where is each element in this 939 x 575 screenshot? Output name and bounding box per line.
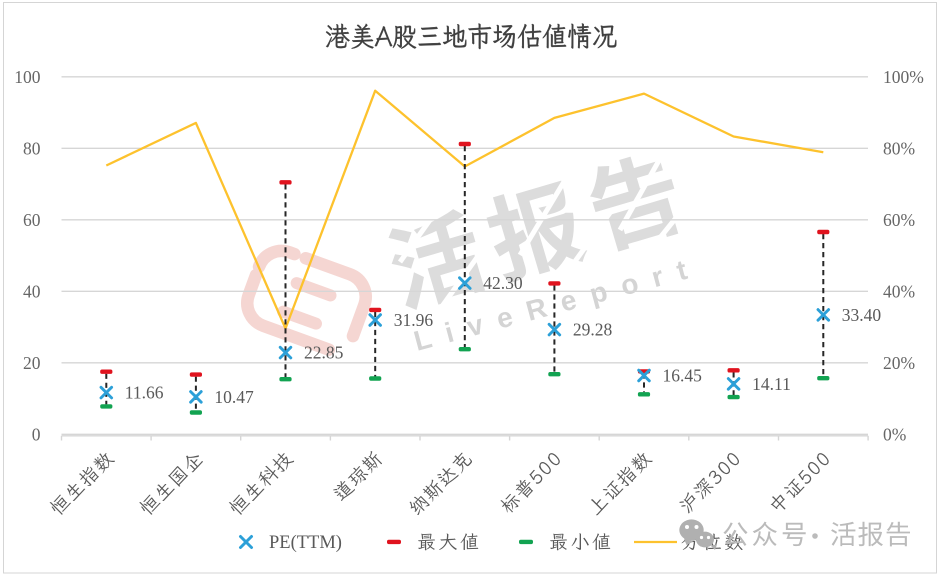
svg-text:22.85: 22.85 [304, 343, 344, 363]
svg-text:80: 80 [23, 138, 41, 158]
svg-text:0: 0 [32, 424, 41, 444]
svg-text:14.11: 14.11 [752, 374, 791, 394]
svg-text:42.30: 42.30 [483, 273, 523, 293]
svg-text:31.96: 31.96 [394, 310, 434, 330]
svg-text:PE(TTM): PE(TTM) [269, 533, 342, 553]
svg-text:80%: 80% [883, 138, 915, 158]
svg-text:0%: 0% [883, 424, 906, 444]
svg-text:20: 20 [23, 353, 41, 373]
svg-text:29.28: 29.28 [573, 320, 613, 340]
svg-text:10.47: 10.47 [214, 387, 254, 407]
svg-text:40: 40 [23, 281, 41, 301]
svg-text:60: 60 [23, 210, 41, 230]
svg-text:16.45: 16.45 [663, 366, 703, 386]
svg-text:100: 100 [14, 67, 41, 87]
svg-text:11.66: 11.66 [125, 383, 164, 403]
svg-text:100%: 100% [883, 67, 924, 87]
svg-text:33.40: 33.40 [842, 305, 882, 325]
svg-text:60%: 60% [883, 210, 915, 230]
svg-text:20%: 20% [883, 353, 915, 373]
svg-text:40%: 40% [883, 281, 915, 301]
